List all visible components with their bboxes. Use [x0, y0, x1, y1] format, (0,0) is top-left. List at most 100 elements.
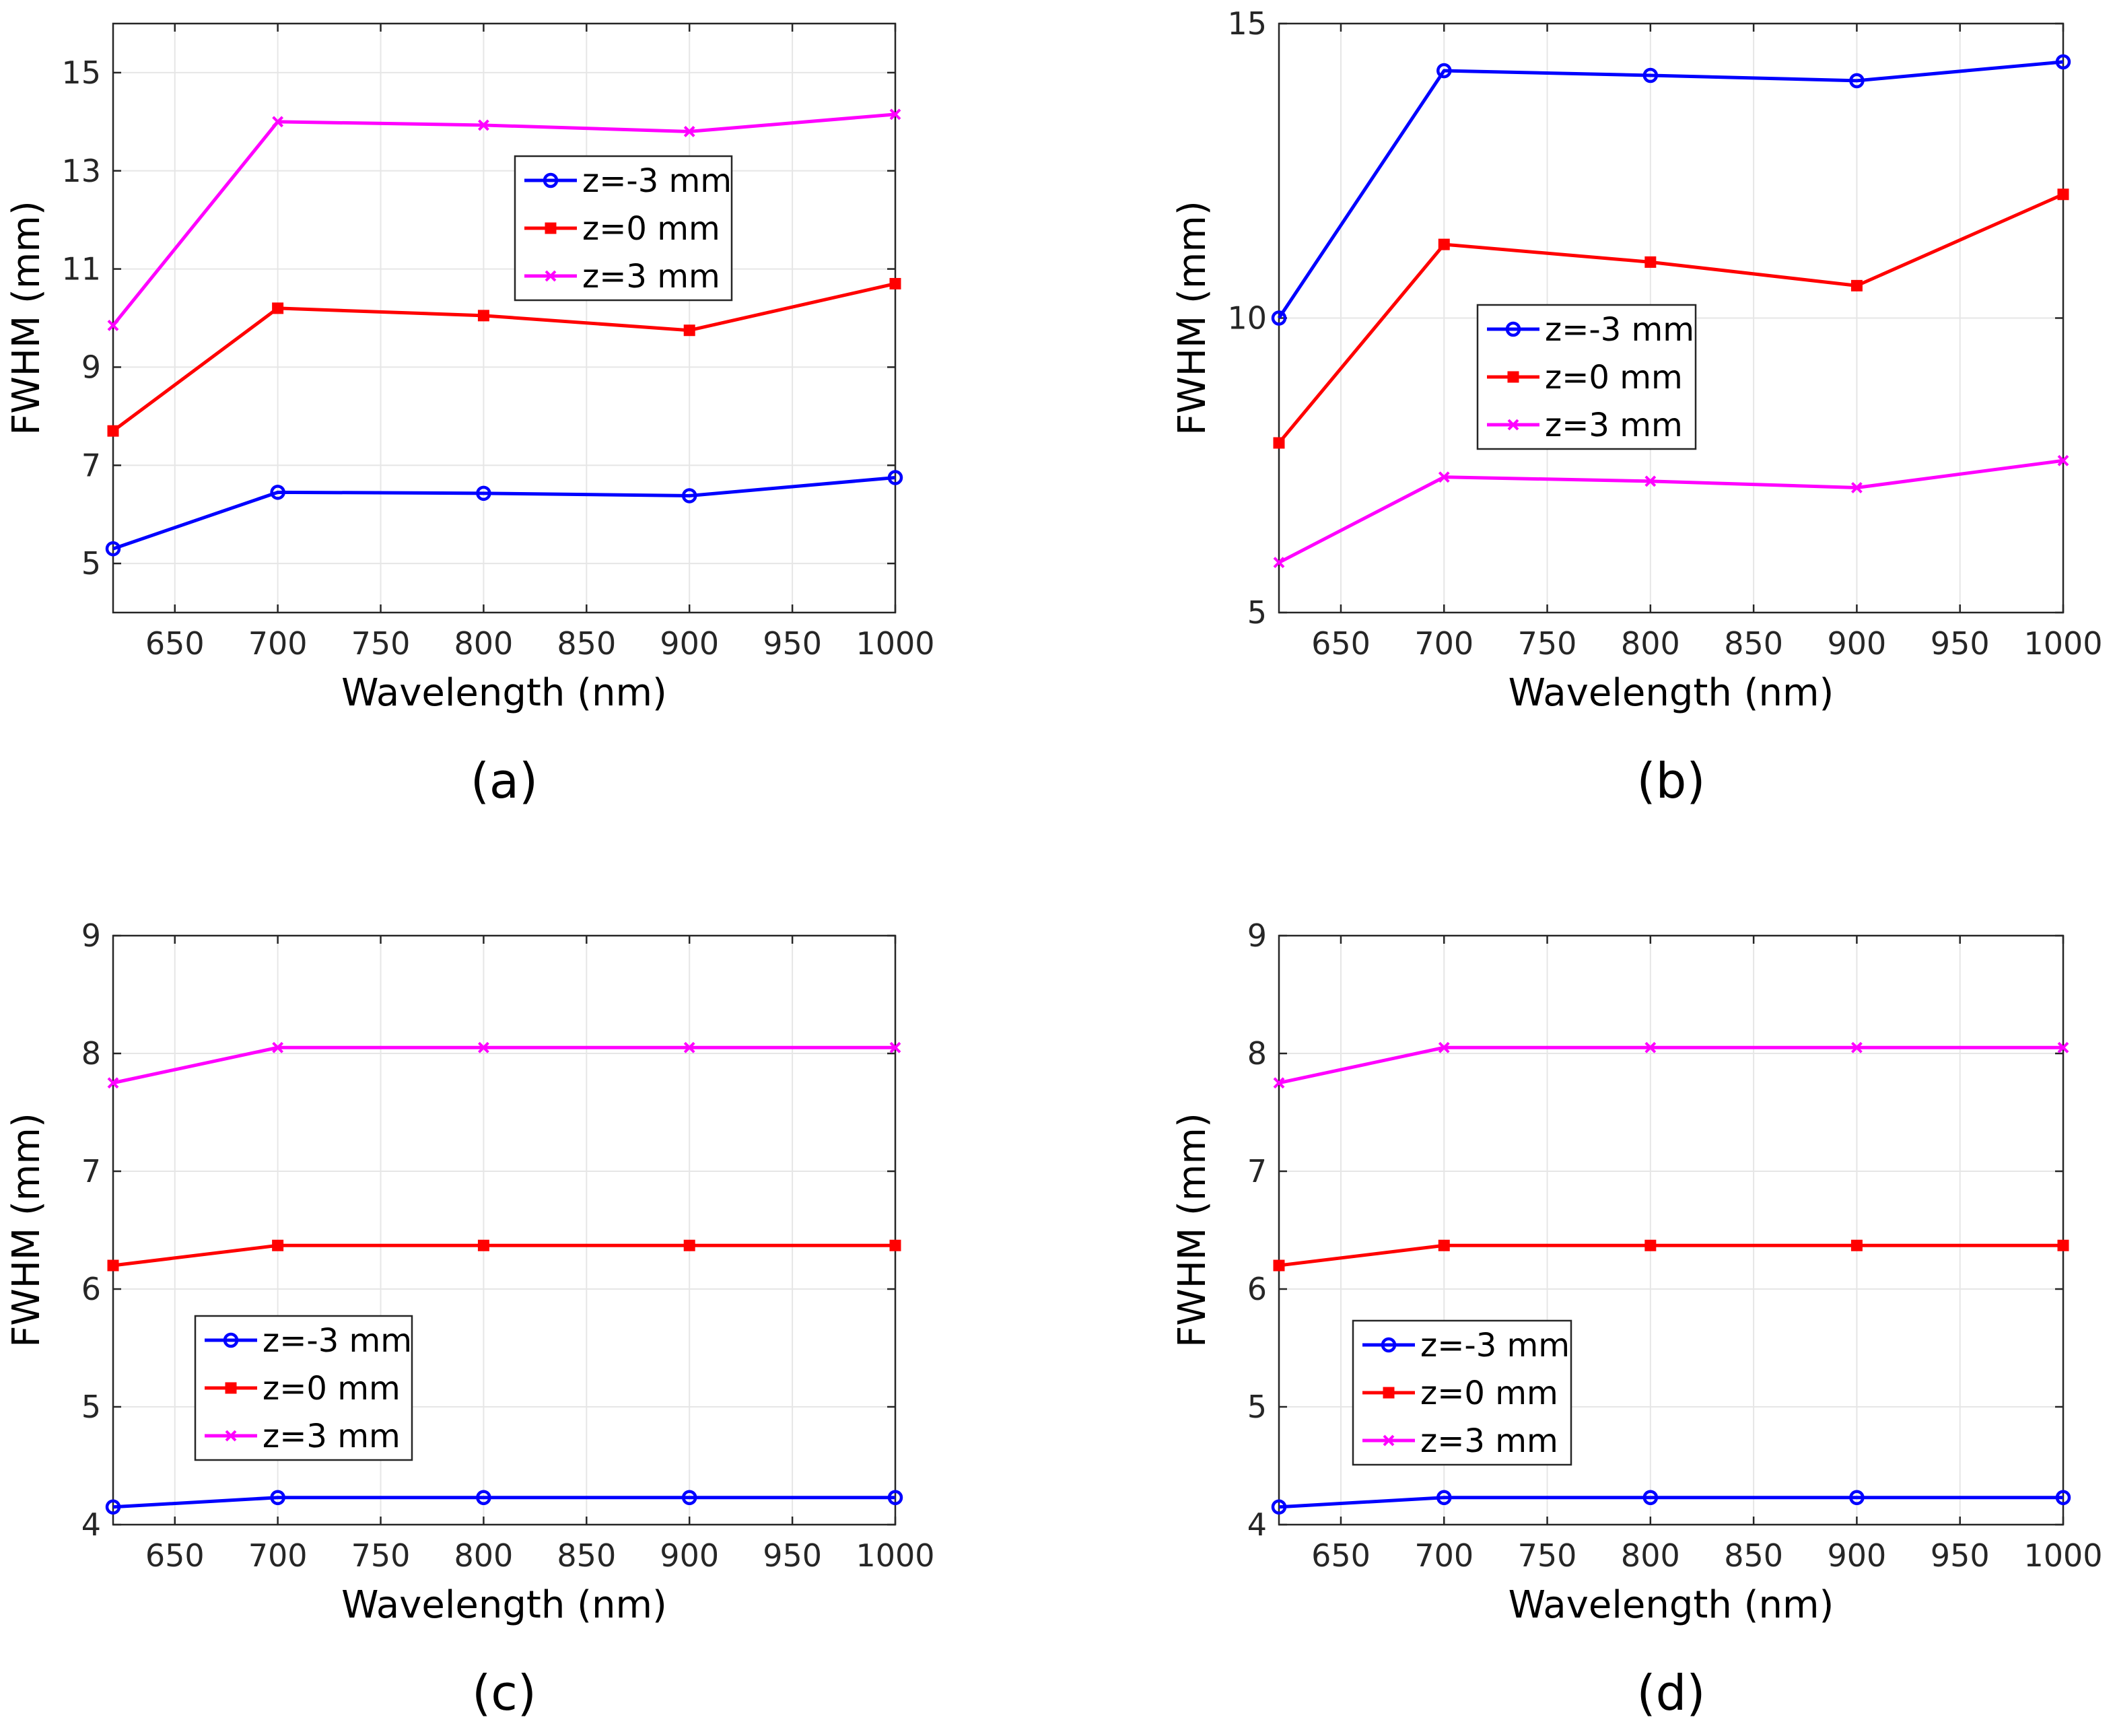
legend: z=-3 mm z=0 mm z=3 mm — [514, 155, 733, 302]
axes-box — [112, 22, 897, 614]
data-point — [478, 119, 489, 131]
legend-marker — [1505, 321, 1521, 337]
data-point — [477, 1239, 489, 1251]
data-point — [1850, 279, 1863, 291]
data-point — [1438, 238, 1450, 250]
legend-marker — [1383, 1387, 1395, 1399]
y-tick-label: 8 — [1247, 1035, 1267, 1072]
data-point — [105, 541, 121, 557]
series-line — [112, 475, 896, 551]
legend-entry: z=3 mm — [263, 1418, 401, 1455]
y-tick-label: 6 — [81, 1271, 101, 1307]
legend-entry: z=0 mm — [263, 1370, 401, 1408]
y-tick-label: 10 — [1227, 300, 1267, 337]
data-point — [1273, 1077, 1285, 1089]
data-point — [1436, 1490, 1452, 1505]
data-point — [1273, 1259, 1285, 1272]
y-tick-label: 9 — [1247, 917, 1267, 954]
data-point — [683, 1239, 695, 1251]
x-tick-label: 750 — [1518, 1537, 1577, 1574]
data-point — [1642, 1490, 1659, 1505]
data-point — [1851, 1041, 1863, 1053]
data-point — [476, 1490, 491, 1505]
legend-marker — [223, 1332, 239, 1348]
x-tick-label: 950 — [1931, 625, 1990, 662]
panel-label: (d) — [1637, 1665, 1706, 1721]
x-tick-label: 650 — [1311, 1537, 1371, 1574]
data-point — [1273, 437, 1285, 449]
legend-entry: z=-3 mm — [582, 162, 732, 200]
axes-box — [1278, 934, 2065, 1526]
x-tick-label: 750 — [351, 1537, 411, 1574]
y-tick-label: 5 — [81, 545, 101, 582]
series-line — [112, 1496, 895, 1509]
y-tick-label: 8 — [81, 1035, 101, 1072]
legend-entry: z=-3 mm — [1545, 311, 1694, 349]
y-tick-label: 9 — [81, 349, 101, 385]
chart-panel-3: 650 700 750 800 850 900 950 1000 4 5 6 7 8 9 Wavelengt… — [5, 917, 935, 1721]
data-point — [272, 116, 284, 128]
x-tick-label: 800 — [454, 1537, 514, 1574]
x-tick-label: 950 — [763, 625, 822, 662]
x-tick-label: 700 — [1414, 1537, 1473, 1574]
legend-entry: z=3 mm — [1420, 1422, 1558, 1460]
x-tick-label: 700 — [248, 1537, 308, 1574]
y-tick-label: 4 — [1247, 1506, 1267, 1543]
legend-marker — [1383, 1434, 1395, 1447]
x-tick-label: 900 — [660, 625, 719, 662]
data-point — [683, 1041, 695, 1053]
y-tick-label: 11 — [61, 251, 101, 287]
y-axis-label: FWHM (mm) — [1171, 201, 1214, 436]
x-axis-label: Wavelength (nm) — [1509, 1583, 1834, 1627]
x-tick-label: 800 — [454, 625, 514, 662]
legend-marker — [225, 1430, 237, 1442]
y-axis-label: FWHM (mm) — [5, 201, 48, 436]
data-point — [887, 470, 903, 485]
panel-label: (c) — [472, 1665, 536, 1721]
x-tick-label: 950 — [1931, 1537, 1990, 1574]
data-point — [1644, 1239, 1657, 1251]
x-tick-label: 900 — [1828, 1537, 1887, 1574]
x-tick-label: 850 — [1724, 1537, 1783, 1574]
data-point — [272, 1239, 284, 1251]
y-axis-label: FWHM (mm) — [5, 1113, 48, 1348]
x-axis-label: Wavelength (nm) — [1509, 671, 1834, 715]
data-point — [683, 324, 695, 337]
chart-panel-1: 650 700 750 800 850 900 950 1000 5 7 9 11 13 15 Wavele… — [5, 22, 935, 809]
x-tick-label: 800 — [1621, 1537, 1680, 1574]
x-tick-label: 1000 — [856, 1537, 934, 1574]
data-point — [2057, 454, 2069, 466]
y-tick-label: 7 — [81, 447, 101, 483]
data-point — [1644, 1041, 1657, 1053]
axes-box — [112, 934, 897, 1526]
legend: z=-3 mm z=0 mm z=3 mm — [1476, 304, 1697, 450]
data-point — [478, 1041, 489, 1053]
data-point — [1273, 557, 1285, 569]
data-point — [270, 1490, 285, 1505]
y-tick-label: 6 — [1247, 1271, 1267, 1307]
y-tick-label: 5 — [81, 1389, 101, 1425]
x-tick-label: 1000 — [2023, 625, 2102, 662]
x-tick-label: 900 — [660, 1537, 719, 1574]
data-point — [1271, 1499, 1287, 1515]
data-point — [1642, 67, 1659, 83]
data-point — [889, 1239, 901, 1251]
x-tick-label: 850 — [557, 1537, 616, 1574]
legend-entry: z=3 mm — [582, 258, 720, 296]
data-point — [681, 488, 697, 504]
y-tick-label: 13 — [61, 153, 101, 189]
data-point — [1644, 256, 1657, 268]
data-point — [2057, 188, 2069, 201]
data-point — [887, 1490, 903, 1505]
x-tick-label: 650 — [1311, 625, 1371, 662]
x-tick-label: 650 — [145, 625, 205, 662]
y-tick-label: 7 — [81, 1153, 101, 1189]
data-point — [681, 1490, 697, 1505]
legend-marker — [1507, 419, 1519, 431]
legend-marker — [545, 222, 557, 234]
chart-panel-4: 650 700 750 800 850 900 950 1000 4 5 6 7 8 9 Wavelengt… — [1171, 917, 2103, 1721]
data-point — [1438, 471, 1450, 483]
data-point — [683, 126, 695, 137]
series-line — [1278, 1496, 2063, 1509]
x-tick-label: 1000 — [2023, 1537, 2102, 1574]
